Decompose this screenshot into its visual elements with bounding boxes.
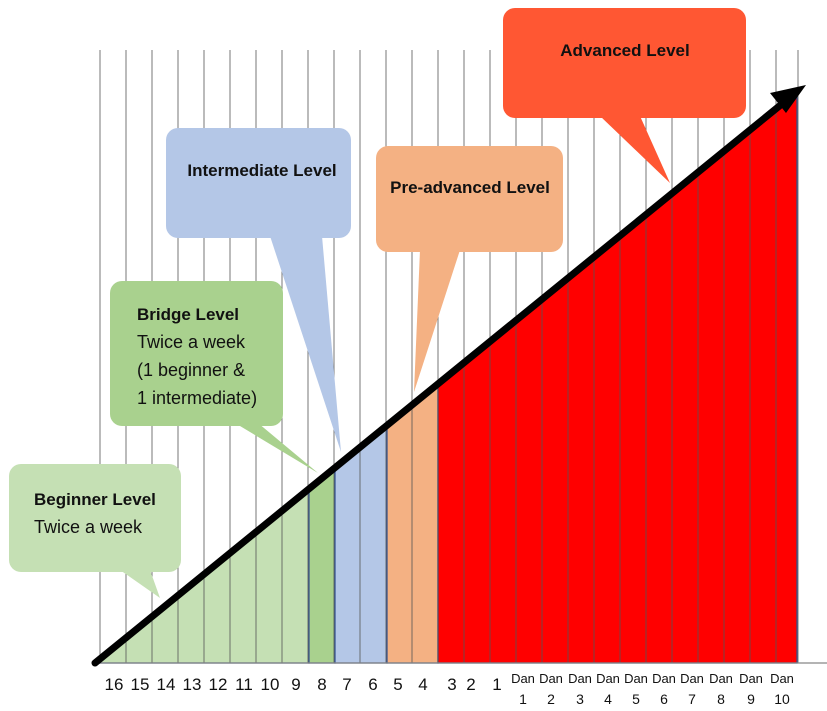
axis-tick-label: Dan — [624, 671, 648, 686]
intermediate-title: Intermediate Level — [187, 161, 336, 180]
axis-tick-label: 11 — [235, 675, 253, 694]
bridge-detail-line: 1 intermediate) — [137, 388, 257, 408]
axis-tick-label: 3 — [576, 691, 584, 707]
beginner-callout: Beginner Level Twice a week — [9, 464, 181, 598]
pre-advanced-title: Pre-advanced Level — [390, 178, 550, 197]
axis-tick-label: Dan — [739, 671, 763, 686]
bridge-detail-line: Twice a week — [137, 332, 246, 352]
progression-arrow — [91, 85, 806, 667]
axis-tick-label: 15 — [131, 675, 150, 694]
axis-tick-label: 6 — [660, 691, 668, 707]
arrow-shaft — [91, 95, 792, 667]
axis-tick-label: 2 — [547, 691, 555, 707]
axis-tick-label: Dan — [680, 671, 704, 686]
beginner-callout-box — [9, 464, 181, 572]
axis-tick-label: 6 — [368, 675, 377, 694]
axis-tick-label: Dan — [539, 671, 563, 686]
axis-tick-label: Dan — [770, 671, 794, 686]
advanced-title: Advanced Level — [560, 41, 689, 60]
axis-tick-label: 1 — [519, 691, 527, 707]
pre-advanced-callout: Pre-advanced Level — [376, 146, 563, 392]
axis-tick-label: Dan — [652, 671, 676, 686]
axis-tick-label: 13 — [183, 675, 202, 694]
pre-advanced-region — [386, 382, 439, 664]
axis-tick-label: 10 — [774, 691, 790, 707]
axis-tick-label: 7 — [342, 675, 351, 694]
bridge-region — [308, 466, 336, 664]
arrow-head-icon — [770, 85, 806, 113]
axis-tick-label: 5 — [632, 691, 640, 707]
axis-tick-label: 12 — [209, 675, 228, 694]
axis-tick-label: 8 — [317, 675, 326, 694]
intermediate-callout: Intermediate Level — [166, 128, 351, 452]
axis-tick-label: 14 — [157, 675, 176, 694]
level-callouts: Advanced Level Intermediate Level Pre-adva… — [9, 8, 746, 598]
axis-tick-label: 9 — [291, 675, 300, 694]
axis-tick-label: 5 — [393, 675, 402, 694]
intermediate-callout-box — [166, 128, 351, 238]
beginner-detail-line: Twice a week — [34, 517, 143, 537]
bridge-detail-line: (1 beginner & — [137, 360, 245, 380]
advanced-callout: Advanced Level — [503, 8, 746, 183]
pre-advanced-callout-box — [376, 146, 563, 252]
bridge-callout-box — [110, 281, 283, 426]
axis-tick-label: Dan — [511, 671, 535, 686]
axis-tick-label: 1 — [492, 675, 501, 694]
axis-tick-label: Dan — [596, 671, 620, 686]
axis-tick-label: Dan — [568, 671, 592, 686]
bridge-title: Bridge Level — [137, 305, 239, 324]
advanced-callout-box — [503, 8, 746, 118]
axis-tick-label: 2 — [466, 675, 475, 694]
beginner-title: Beginner Level — [34, 490, 156, 509]
axis-tick-label: 9 — [747, 691, 755, 707]
axis-tick-labels: 16 15 14 13 12 11 10 9 8 7 6 5 4 3 2 1 Dan1Dan2Dan3Dan4D… — [105, 671, 794, 707]
axis-tick-label: 3 — [447, 675, 456, 694]
axis-tick-label: 4 — [604, 691, 612, 707]
axis-tick-label: 7 — [688, 691, 696, 707]
axis-tick-label: 10 — [261, 675, 280, 694]
axis-tick-label: 8 — [717, 691, 725, 707]
bridge-callout: Bridge Level Twice a week (1 beginner & 1 i… — [110, 281, 318, 473]
axis-tick-label: Dan — [709, 671, 733, 686]
axis-tick-label: 16 — [105, 675, 124, 694]
axis-tick-label: 4 — [418, 675, 427, 694]
